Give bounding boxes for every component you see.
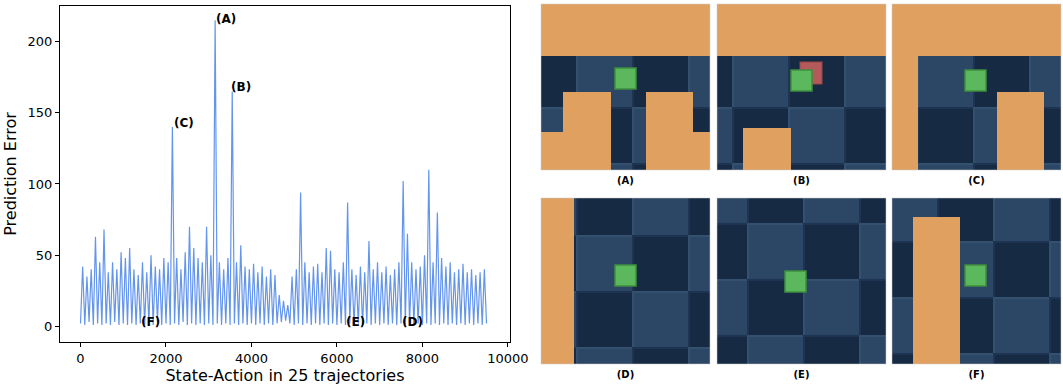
svg-text:(E): (E) (346, 315, 365, 329)
svg-text:(C): (C) (968, 175, 984, 186)
svg-text:8000: 8000 (406, 351, 439, 366)
svg-text:150: 150 (28, 105, 53, 120)
svg-text:(A): (A) (216, 12, 236, 26)
svg-text:(F): (F) (969, 369, 985, 380)
svg-text:State-Action in 25 trajectorie: State-Action in 25 trajectories (165, 366, 404, 385)
svg-text:10000: 10000 (487, 351, 528, 366)
svg-text:200: 200 (28, 34, 53, 49)
svg-text:0: 0 (76, 351, 84, 366)
svg-text:50: 50 (36, 248, 53, 263)
svg-text:2000: 2000 (149, 351, 182, 366)
svg-text:4000: 4000 (235, 351, 268, 366)
svg-text:(B): (B) (231, 80, 251, 94)
svg-text:0: 0 (44, 319, 52, 334)
svg-text:100: 100 (28, 177, 53, 192)
svg-text:(B): (B) (793, 175, 810, 186)
svg-text:(A): (A) (617, 175, 634, 186)
svg-text:6000: 6000 (320, 351, 353, 366)
svg-text:(D): (D) (617, 369, 634, 380)
svg-text:(E): (E) (794, 369, 810, 380)
svg-text:(D): (D) (402, 315, 423, 329)
svg-text:(C): (C) (174, 116, 194, 130)
svg-text:Prediction Error: Prediction Error (1, 112, 20, 236)
svg-text:(F): (F) (141, 315, 160, 329)
